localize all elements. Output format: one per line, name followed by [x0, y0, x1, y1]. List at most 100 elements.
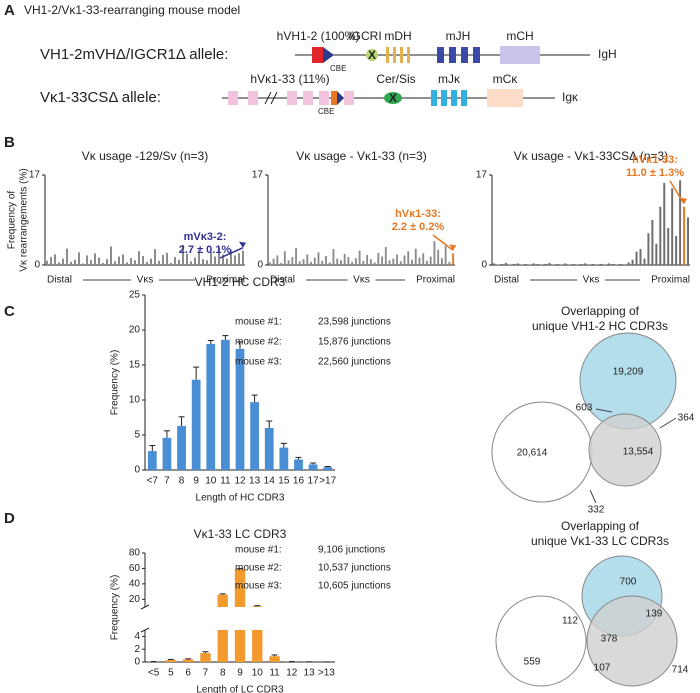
bar: [178, 259, 180, 265]
bar: [308, 464, 318, 470]
bar: [384, 247, 387, 265]
bar: [194, 257, 196, 265]
x-tick-label: <7: [147, 476, 159, 487]
bar: [651, 220, 654, 265]
bar: [619, 263, 622, 265]
x-tick-label: 9: [193, 476, 199, 487]
y-tick-label: 10: [129, 395, 141, 406]
bar: [94, 253, 96, 265]
venn-count: 714: [672, 665, 689, 676]
y-tick-label: 20: [129, 325, 141, 336]
bar: [50, 257, 52, 265]
bar: [504, 262, 507, 265]
x-tick-label: <5: [148, 668, 160, 679]
x-region-label: Proximal: [416, 275, 455, 286]
svg-text:X: X: [389, 91, 397, 105]
venn-count: 20,614: [517, 448, 548, 459]
bar: [154, 249, 156, 265]
venn-count: 13,554: [623, 447, 654, 458]
panel-label: D: [4, 510, 15, 527]
venn-set: [586, 595, 678, 687]
bar: [158, 260, 160, 265]
bar: [235, 348, 245, 470]
venn-leader: [659, 417, 677, 429]
legend-count: 10,605 junctions: [318, 581, 391, 592]
bar: [252, 606, 263, 607]
bar: [234, 255, 236, 265]
bar: [90, 260, 92, 265]
bar: [186, 253, 188, 265]
bar: [520, 264, 523, 265]
bar: [452, 253, 455, 265]
y-tick-label: 20: [129, 594, 141, 605]
venn-leader: [595, 408, 613, 413]
bar: [528, 264, 531, 265]
annotation: 11.0 ± 1.3%: [626, 167, 684, 179]
y-tick-label: 17: [476, 170, 488, 181]
bar: [568, 264, 571, 265]
bar: [683, 206, 686, 265]
annotation-arrow: [219, 247, 244, 259]
bar: [627, 262, 630, 265]
bar: [206, 260, 208, 265]
bar: [544, 263, 547, 265]
bar: [264, 428, 274, 470]
bar: [524, 263, 527, 265]
bar: [603, 264, 606, 265]
allele-label: Vκ1-33CSΔ allele:: [40, 89, 161, 106]
bar: [560, 264, 563, 265]
bar: [623, 264, 626, 265]
venn-count: 364: [678, 413, 695, 424]
bar: [607, 263, 610, 265]
y-tick-label: 0: [481, 260, 487, 271]
bar: [540, 264, 543, 265]
bar: [310, 261, 312, 265]
x-tick-label: 12: [234, 476, 246, 487]
bar: [556, 263, 559, 265]
y-tick-label: 0: [34, 260, 40, 271]
y-tick-label: 80: [129, 548, 141, 559]
bar: [250, 402, 259, 470]
legend-label: mouse #3:: [235, 581, 282, 592]
bar: [126, 262, 128, 265]
bar: [142, 256, 144, 265]
bar: [234, 569, 246, 607]
x-tick-label: 16: [293, 476, 305, 487]
bar: [242, 250, 244, 265]
legend-label: mouse #2:: [235, 563, 282, 574]
venn-set: [588, 413, 662, 487]
bar: [366, 254, 369, 265]
x-axis-label: Length of HC CDR3: [196, 493, 285, 504]
bar: [198, 250, 200, 265]
x-region-label: Proximal: [651, 275, 690, 286]
bar: [343, 253, 346, 265]
bar: [62, 258, 64, 265]
bar: [580, 263, 583, 265]
bar: [407, 251, 410, 265]
gene-label: hVκ1-33 (11%): [250, 72, 329, 86]
bar: [659, 206, 662, 265]
annotation: 2.2 ± 0.2%: [392, 221, 445, 233]
cbe-label: CBE: [330, 64, 346, 73]
venn-count: 112: [562, 616, 578, 627]
bar: [46, 260, 48, 265]
bar: [295, 248, 297, 265]
x-region-label: Vκs: [583, 275, 600, 286]
bar: [325, 256, 327, 265]
bar: [671, 188, 674, 265]
gene-label: Cer/Sis: [376, 72, 415, 86]
bar: [147, 451, 157, 470]
gene-label: hVH1-2 (100%): [277, 29, 360, 43]
gene-label: mCκ: [493, 72, 519, 86]
bar: [396, 254, 398, 265]
venn-set: [495, 595, 587, 687]
bar: [492, 263, 495, 265]
venn-title: Overlapping of: [561, 519, 640, 533]
locus-label: Igκ: [562, 90, 579, 104]
bar: [177, 425, 186, 470]
x-region-label: Proximal: [206, 275, 245, 286]
bar: [591, 263, 594, 265]
x-tick-label: 5: [168, 668, 174, 679]
bar: [218, 247, 220, 265]
bar: [82, 263, 84, 265]
